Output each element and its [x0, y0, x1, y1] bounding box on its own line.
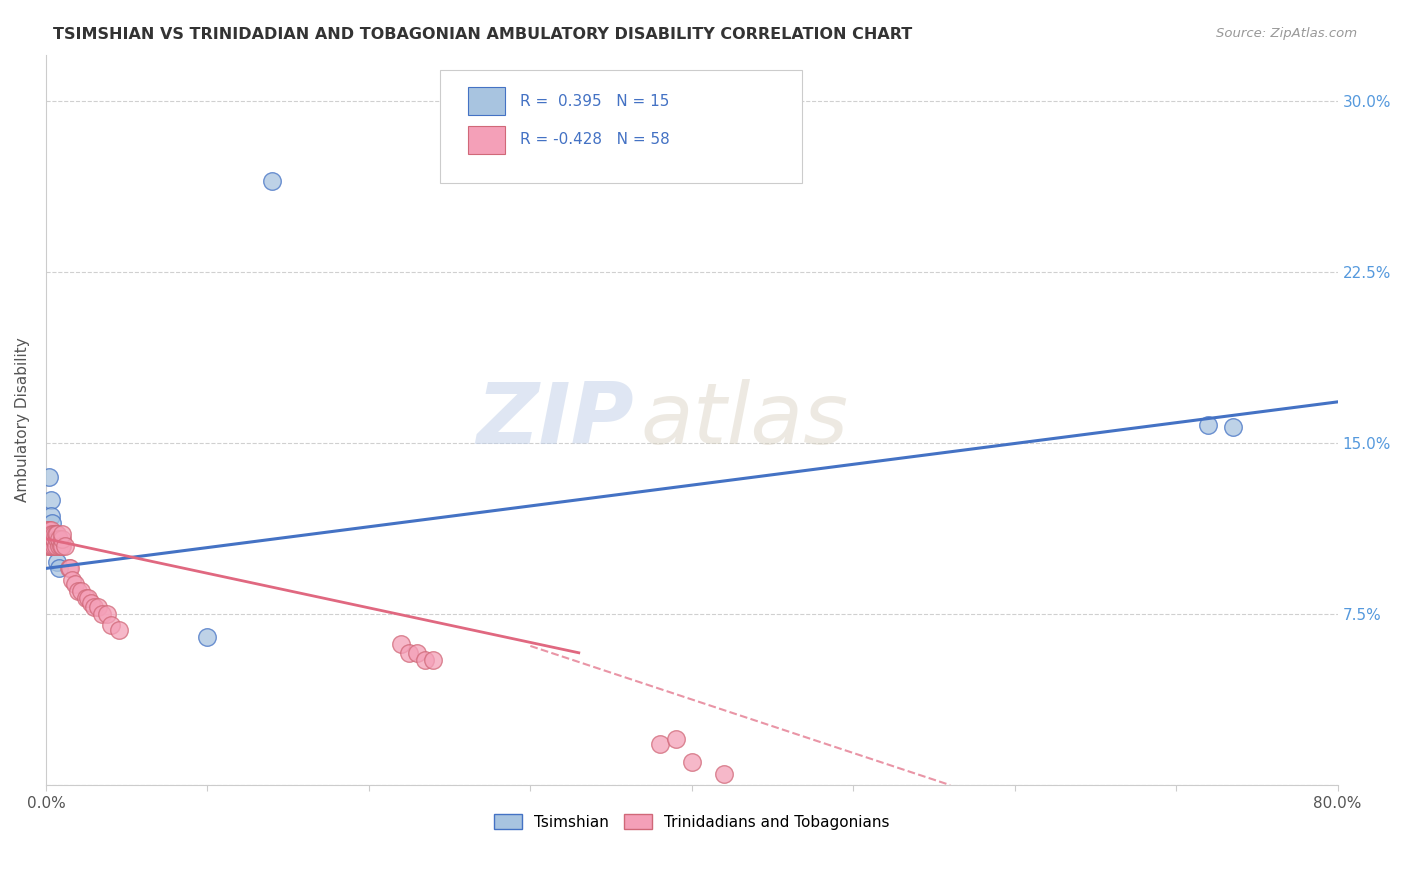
Point	[648, 737, 671, 751]
Point	[107, 623, 129, 637]
Point	[83, 600, 105, 615]
Point	[41, 539, 63, 553]
Point	[41, 532, 63, 546]
Point	[398, 646, 420, 660]
Point	[48, 532, 70, 546]
Point	[38, 532, 60, 546]
Point	[39, 492, 62, 507]
Point	[42, 539, 65, 553]
FancyBboxPatch shape	[468, 126, 505, 153]
Point	[197, 630, 219, 644]
Point	[665, 732, 688, 747]
Point	[51, 527, 73, 541]
Point	[51, 532, 73, 546]
Text: atlas: atlas	[640, 378, 848, 462]
Point	[415, 652, 437, 666]
Point	[45, 527, 67, 541]
Y-axis label: Ambulatory Disability: Ambulatory Disability	[15, 338, 30, 502]
Point	[46, 532, 69, 546]
Point	[422, 652, 444, 666]
Point	[80, 596, 103, 610]
Point	[46, 555, 69, 569]
Point	[1222, 420, 1244, 434]
Point	[42, 527, 65, 541]
Point	[681, 756, 703, 770]
Point	[46, 539, 69, 553]
Point	[48, 539, 70, 553]
Point	[37, 523, 59, 537]
Point	[37, 523, 59, 537]
Point	[39, 508, 62, 523]
Point	[63, 577, 86, 591]
Point	[45, 539, 67, 553]
Point	[75, 591, 97, 605]
FancyBboxPatch shape	[440, 70, 801, 183]
Point	[51, 539, 73, 553]
Point	[41, 516, 63, 530]
Point	[39, 532, 62, 546]
Point	[60, 573, 83, 587]
Point	[38, 532, 60, 546]
Point	[67, 584, 90, 599]
Point	[45, 539, 67, 553]
Point	[53, 539, 76, 553]
FancyBboxPatch shape	[468, 87, 505, 115]
Text: ZIP: ZIP	[477, 378, 634, 462]
Point	[38, 470, 60, 484]
Point	[41, 527, 63, 541]
Text: TSIMSHIAN VS TRINIDADIAN AND TOBAGONIAN AMBULATORY DISABILITY CORRELATION CHART: TSIMSHIAN VS TRINIDADIAN AND TOBAGONIAN …	[53, 27, 912, 42]
Point	[38, 523, 60, 537]
Point	[42, 532, 65, 546]
Point	[713, 766, 735, 780]
Point	[39, 523, 62, 537]
Point	[91, 607, 114, 621]
Text: Source: ZipAtlas.com: Source: ZipAtlas.com	[1216, 27, 1357, 40]
Point	[39, 539, 62, 553]
Point	[37, 532, 59, 546]
Point	[39, 527, 62, 541]
Point	[38, 527, 60, 541]
Point	[37, 532, 59, 546]
Point	[37, 539, 59, 553]
Point	[37, 527, 59, 541]
Point	[70, 584, 93, 599]
Point	[48, 561, 70, 575]
Point	[406, 646, 429, 660]
Point	[59, 561, 82, 575]
Point	[42, 532, 65, 546]
Point	[46, 527, 69, 541]
Point	[77, 591, 100, 605]
Point	[38, 539, 60, 553]
Point	[96, 607, 118, 621]
Point	[37, 532, 59, 546]
Legend: Tsimshian, Trinidadians and Tobagonians: Tsimshian, Trinidadians and Tobagonians	[488, 808, 896, 836]
Text: R = -0.428   N = 58: R = -0.428 N = 58	[520, 132, 669, 147]
Point	[49, 539, 72, 553]
Point	[41, 532, 63, 546]
Point	[389, 637, 412, 651]
Point	[260, 173, 283, 187]
Point	[86, 600, 108, 615]
Point	[58, 561, 80, 575]
Point	[1198, 417, 1220, 432]
Point	[42, 532, 65, 546]
Point	[48, 532, 70, 546]
Point	[100, 618, 122, 632]
Text: R =  0.395   N = 15: R = 0.395 N = 15	[520, 94, 669, 109]
